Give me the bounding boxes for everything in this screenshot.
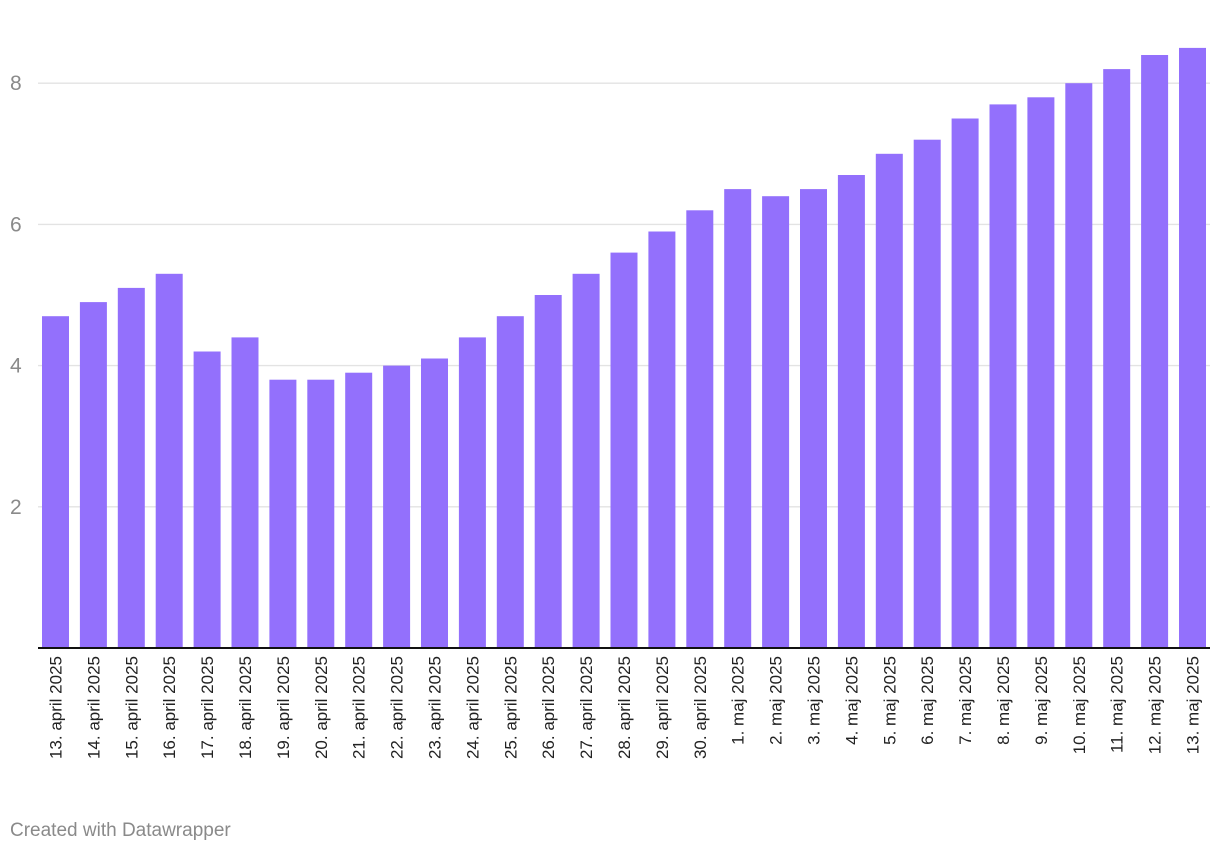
x-tick-label: 5. maj 2025: [880, 656, 899, 745]
bar: [534, 295, 562, 648]
x-tick-label: 17. april 2025: [198, 656, 217, 759]
bar: [1141, 55, 1169, 648]
bar: [117, 287, 145, 648]
x-tick-label: 21. april 2025: [350, 656, 369, 759]
bar: [724, 189, 752, 648]
bars: [42, 47, 1206, 649]
x-tick-label: 14. april 2025: [84, 656, 103, 759]
x-tick-label: 28. april 2025: [615, 656, 634, 759]
bar: [800, 189, 827, 648]
bar: [837, 175, 865, 648]
bar: [989, 104, 1017, 648]
bar: [648, 231, 676, 648]
bar: [345, 372, 373, 648]
x-tick-label: 2. maj 2025: [767, 656, 786, 745]
bar: [762, 196, 790, 648]
x-tick-label: 15. april 2025: [122, 656, 141, 759]
y-tick-label: 6: [10, 213, 22, 236]
x-tick-label: 19. april 2025: [274, 656, 293, 759]
y-tick-label: 8: [10, 72, 22, 95]
x-tick-label: 18. april 2025: [236, 656, 255, 759]
bar: [572, 273, 600, 648]
bar: [307, 379, 335, 648]
bar: [421, 358, 448, 648]
x-tick-label: 24. april 2025: [463, 656, 482, 759]
x-tick-label: 3. maj 2025: [805, 656, 824, 745]
bar: [496, 316, 524, 648]
bar: [193, 351, 221, 648]
bar: [269, 379, 297, 648]
x-tick-label: 1. maj 2025: [729, 656, 748, 745]
x-tick-label: 13. april 2025: [47, 656, 66, 759]
bar: [1179, 47, 1206, 648]
bar: [79, 302, 107, 648]
bar: [458, 337, 486, 648]
x-axis-labels: 13. april 2025 14. april 2025 15. april 20…: [47, 656, 1203, 759]
bar: [913, 139, 941, 648]
y-tick-label: 4: [10, 355, 22, 378]
bar: [686, 210, 714, 649]
bar: [875, 153, 903, 649]
bar: [1103, 69, 1131, 649]
x-tick-label: 10. maj 2025: [1070, 656, 1089, 754]
x-tick-label: 30. april 2025: [691, 656, 710, 759]
bar: [383, 365, 411, 648]
x-tick-label: 8. maj 2025: [994, 656, 1013, 745]
x-tick-label: 20. april 2025: [312, 656, 331, 759]
x-tick-label: 22. april 2025: [388, 656, 407, 759]
bar: [42, 316, 69, 648]
bar: [610, 252, 638, 648]
x-tick-label: 27. april 2025: [577, 656, 596, 759]
bar: [951, 118, 979, 648]
x-tick-label: 25. april 2025: [501, 656, 520, 759]
x-tick-label: 7. maj 2025: [956, 656, 975, 745]
x-tick-label: 26. april 2025: [539, 656, 558, 759]
x-tick-label: 16. april 2025: [160, 656, 179, 759]
x-tick-label: 23. april 2025: [426, 656, 445, 759]
y-tick-label: 2: [10, 496, 22, 519]
bar: [1027, 97, 1055, 649]
x-tick-label: 13. maj 2025: [1184, 656, 1203, 754]
bar: [155, 273, 183, 648]
x-tick-label: 12. maj 2025: [1146, 656, 1165, 754]
credit-text: Created with Datawrapper: [10, 820, 231, 841]
bar: [231, 337, 259, 648]
x-tick-label: 11. maj 2025: [1108, 656, 1127, 753]
x-tick-label: 29. april 2025: [653, 656, 672, 759]
x-tick-label: 9. maj 2025: [1032, 656, 1051, 745]
x-tick-label: 6. maj 2025: [918, 656, 937, 745]
bar: [1065, 83, 1093, 648]
x-tick-label: 4. maj 2025: [842, 656, 861, 745]
